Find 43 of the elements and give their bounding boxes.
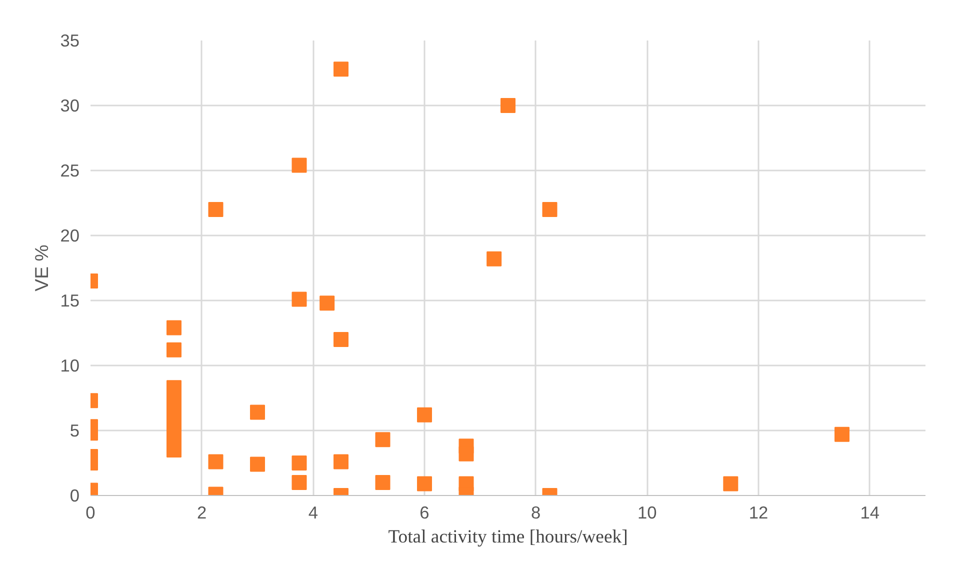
y-tick-label: 30 bbox=[60, 96, 80, 116]
point bbox=[208, 202, 224, 217]
y-tick-label: 15 bbox=[60, 290, 80, 310]
point bbox=[500, 98, 516, 113]
x-tick-label: 8 bbox=[531, 502, 541, 522]
point bbox=[334, 454, 348, 470]
y-tick-label: 35 bbox=[60, 30, 80, 50]
point bbox=[417, 407, 432, 422]
point bbox=[292, 158, 307, 173]
x-axis-title: Total activity time [hours/week] bbox=[388, 526, 628, 548]
point bbox=[375, 475, 390, 490]
point bbox=[292, 475, 307, 490]
x-tick-label: 4 bbox=[308, 502, 318, 522]
point bbox=[417, 476, 432, 492]
y-tick-label: 20 bbox=[60, 226, 80, 246]
point bbox=[334, 332, 348, 347]
point bbox=[250, 456, 265, 472]
point bbox=[834, 426, 850, 442]
point bbox=[375, 432, 390, 448]
point bbox=[542, 202, 558, 217]
x-tick-label: 14 bbox=[860, 502, 880, 522]
y-tick-label: 10 bbox=[60, 356, 80, 376]
point bbox=[166, 442, 182, 458]
y-tick-label: 5 bbox=[70, 420, 80, 440]
point bbox=[320, 296, 335, 311]
point bbox=[292, 292, 307, 307]
y-tick-label: 0 bbox=[70, 486, 80, 506]
y-tick-label: 25 bbox=[60, 160, 80, 180]
x-tick-label: 10 bbox=[638, 502, 657, 522]
x-tick-label: 6 bbox=[420, 502, 430, 522]
x-tick-label: 2 bbox=[197, 502, 207, 522]
point bbox=[166, 342, 182, 358]
point bbox=[250, 404, 265, 420]
point bbox=[208, 454, 224, 470]
point bbox=[723, 476, 738, 492]
x-tick-label: 0 bbox=[86, 502, 96, 522]
point bbox=[292, 456, 307, 470]
point bbox=[486, 251, 502, 266]
y-axis-title: VE % bbox=[31, 244, 52, 292]
point bbox=[166, 320, 182, 336]
point bbox=[458, 446, 474, 462]
point bbox=[334, 62, 348, 77]
x-tick-label: 12 bbox=[748, 502, 768, 522]
